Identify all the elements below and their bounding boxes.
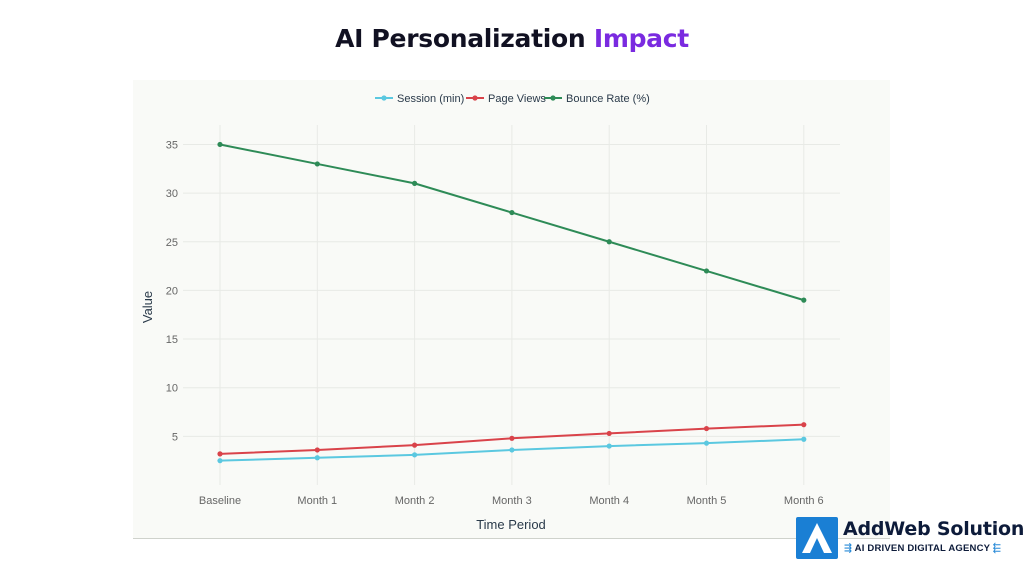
- x-tick-label: Month 6: [784, 495, 824, 507]
- y-tick-label: 20: [166, 285, 178, 297]
- addweb-logo-icon: [796, 517, 838, 559]
- x-tick-label: Month 5: [687, 495, 727, 507]
- legend-swatch-marker: [472, 95, 478, 101]
- x-tick-label: Month 1: [297, 495, 337, 507]
- data-point-series-1: [801, 422, 807, 428]
- legend-label[interactable]: Page Views: [488, 93, 546, 105]
- y-tick-label: 10: [166, 383, 178, 395]
- data-point-series-0: [509, 447, 515, 453]
- data-point-series-1: [314, 447, 320, 453]
- brand-footer: AddWeb Solution ⇶ AI DRIVEN DIGITAL AGEN…: [796, 517, 1024, 561]
- brand-tagline: ⇶ AI DRIVEN DIGITAL AGENCY ⬱: [844, 543, 1001, 554]
- legend-label[interactable]: Session (min): [397, 93, 464, 105]
- line-chart: 5 10 15 20 25 30 35 Baseline Month 1 Month 2 Month…: [140, 93, 840, 532]
- data-point-series-0: [801, 436, 807, 442]
- y-axis-title: Value: [140, 291, 155, 323]
- x-axis-title: Time Period: [476, 517, 546, 532]
- x-tick-label: Month 2: [395, 495, 435, 507]
- page-title-main: AI Personalization: [335, 24, 586, 53]
- data-point-series-1: [509, 435, 515, 441]
- chart-divider: [133, 538, 890, 539]
- y-tick-label: 35: [166, 139, 178, 151]
- brand-name: AddWeb Solution: [843, 518, 1024, 540]
- data-point-series-2: [412, 180, 418, 186]
- legend-swatch-marker: [550, 95, 556, 101]
- data-point-series-1: [217, 451, 223, 457]
- data-point-series-0: [217, 458, 223, 464]
- data-point-series-2: [509, 209, 515, 216]
- legend-swatch-marker: [381, 95, 387, 101]
- data-point-series-0: [412, 452, 418, 458]
- data-point-series-2: [801, 297, 807, 303]
- legend-label[interactable]: Bounce Rate (%): [566, 93, 650, 105]
- data-point-series-2: [606, 239, 612, 245]
- data-point-series-1: [703, 425, 710, 432]
- data-point-series-1: [412, 442, 418, 448]
- y-tick-label: 25: [166, 237, 178, 249]
- y-tick-label: 15: [166, 334, 178, 346]
- x-tick-label: Month 3: [492, 495, 532, 507]
- data-point-series-0: [703, 440, 710, 446]
- data-point-series-2: [217, 141, 223, 148]
- y-tick-label: 5: [172, 431, 178, 443]
- tagline-left-arrows-icon: ⇶: [844, 543, 853, 554]
- tagline-text: AI DRIVEN DIGITAL AGENCY: [854, 543, 991, 554]
- data-point-series-2: [703, 268, 710, 274]
- data-point-series-1: [606, 430, 612, 437]
- tagline-right-arrows-icon: ⬱: [992, 543, 1001, 554]
- data-point-series-2: [314, 161, 320, 167]
- chart-panel: 5 10 15 20 25 30 35 Baseline Month 1 Month 2 Month…: [133, 80, 890, 538]
- x-tick-label: Baseline: [199, 495, 241, 507]
- data-point-series-0: [606, 443, 612, 449]
- x-tick-label: Month 4: [589, 495, 629, 507]
- page-title: AI Personalization Impact: [0, 24, 1024, 53]
- y-tick-label: 30: [166, 188, 178, 200]
- page-title-accent: Impact: [593, 24, 689, 53]
- data-point-series-0: [314, 455, 320, 461]
